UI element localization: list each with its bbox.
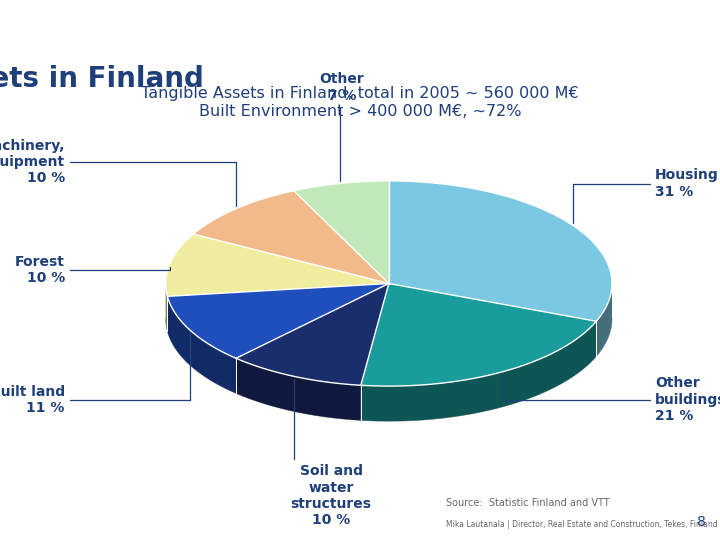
- Polygon shape: [166, 284, 167, 332]
- Polygon shape: [236, 284, 389, 386]
- Polygon shape: [361, 321, 596, 421]
- Polygon shape: [193, 191, 389, 284]
- Polygon shape: [167, 284, 389, 359]
- Text: Housing
31 %: Housing 31 %: [573, 168, 719, 223]
- Polygon shape: [596, 284, 612, 356]
- Text: Source:  Statistic Finland and VTT: Source: Statistic Finland and VTT: [446, 497, 610, 508]
- Polygon shape: [389, 181, 612, 321]
- Text: Tangible Assets in Finland, total in 2005 ~ 560 000 M€
Built Environment > 400 0: Tangible Assets in Finland, total in 200…: [141, 86, 579, 119]
- Text: National assets in Finland: National assets in Finland: [0, 65, 204, 93]
- Text: Other
7 %: Other 7 %: [320, 72, 364, 180]
- Polygon shape: [294, 181, 389, 284]
- Text: Soil and
water
structures
10 %: Soil and water structures 10 %: [291, 379, 372, 527]
- Polygon shape: [236, 359, 361, 421]
- Polygon shape: [166, 234, 389, 296]
- Text: Mika Lautanala | Director, Real Estate and Construction, Tekes, Finland: Mika Lautanala | Director, Real Estate a…: [446, 520, 718, 529]
- Text: Built land
11 %: Built land 11 %: [0, 333, 190, 415]
- Text: Forest
10 %: Forest 10 %: [15, 255, 169, 285]
- Text: 8: 8: [697, 515, 706, 529]
- Polygon shape: [167, 296, 236, 394]
- Polygon shape: [361, 284, 596, 386]
- Text: Other
buildings
21 %: Other buildings 21 %: [503, 375, 720, 423]
- Text: Machinery,
equipment
10 %: Machinery, equipment 10 %: [0, 139, 236, 206]
